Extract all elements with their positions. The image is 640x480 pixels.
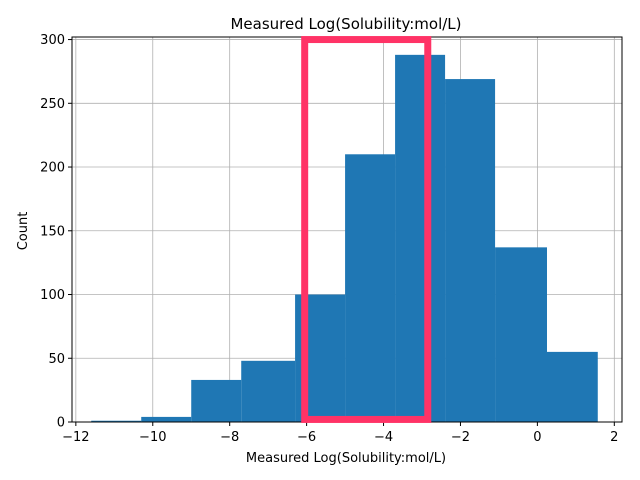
histogram-bar [241, 360, 296, 422]
x-tick-label: −12 [62, 430, 89, 445]
histogram-bar [445, 79, 496, 423]
x-tick-label: −2 [451, 430, 470, 445]
x-tick-label: −10 [139, 430, 166, 445]
histogram-bar [345, 154, 396, 422]
y-axis-label: Count [16, 212, 31, 251]
x-tick-label: −4 [374, 430, 393, 445]
bars [91, 54, 598, 423]
histogram-bar [495, 247, 547, 422]
x-tick-label: 0 [533, 430, 541, 445]
x-tick-label: −8 [220, 430, 239, 445]
y-tick-label: 50 [48, 352, 65, 367]
histogram-bar [395, 54, 446, 422]
histogram-bar [141, 416, 192, 422]
y-tick-label: 150 [40, 224, 65, 239]
highlight-box [301, 36, 432, 423]
y-tick-label: 0 [57, 416, 65, 431]
y-tick-label: 250 [40, 97, 65, 112]
ticks: −12 −10 −8 −6 −4 −2 0 2 0 50 100 150 200 250 300 [40, 33, 618, 445]
histogram-bar [547, 351, 598, 422]
x-axis-label: Measured Log(Solubility:mol/L) [246, 451, 446, 466]
y-tick-label: 100 [40, 288, 65, 303]
chart-title: Measured Log(Solubility:mol/L) [230, 15, 461, 33]
histogram-bar [191, 379, 242, 422]
y-tick-label: 200 [40, 161, 65, 176]
x-tick-label: −6 [297, 430, 316, 445]
y-tick-label: 300 [40, 33, 65, 48]
x-tick-label: 2 [610, 430, 618, 445]
histogram-bar [91, 420, 142, 422]
